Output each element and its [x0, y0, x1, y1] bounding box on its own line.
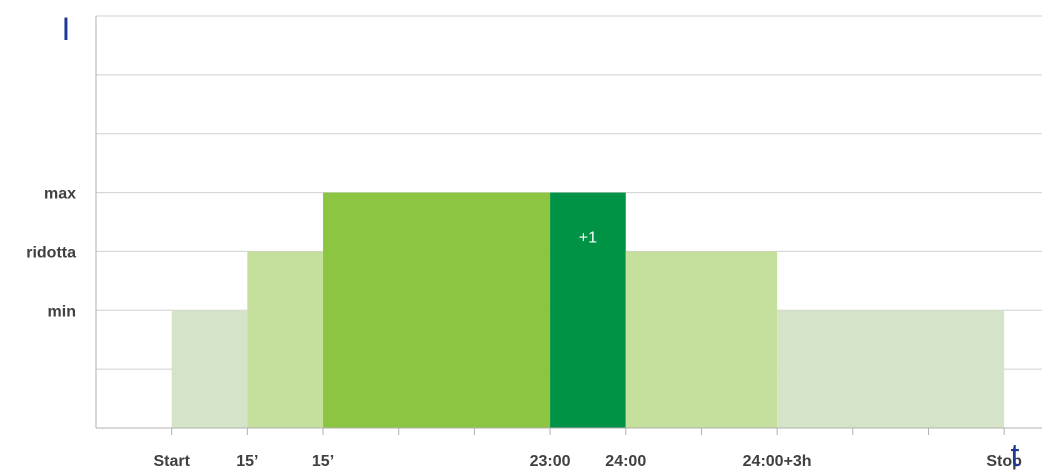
axes	[95, 16, 1042, 435]
bars	[171, 192, 1005, 428]
y-tick-label-min: min	[48, 303, 76, 320]
x-tick-label: 15’	[236, 453, 258, 470]
x-tick-label: 24:00+3h	[743, 453, 812, 470]
x-axis-symbol: t	[1011, 437, 1020, 473]
segment-annotation: +1	[579, 230, 597, 247]
bar-segment-5	[625, 251, 778, 428]
x-tick-label: 15’	[312, 453, 334, 470]
y-tick-label-max: max	[44, 186, 76, 203]
x-tick-label: 23:00	[530, 453, 571, 470]
bar-segment-6	[777, 310, 1005, 428]
bar-segment-4	[550, 192, 626, 428]
bar-segment-3	[323, 192, 551, 428]
x-tick-label: Start	[153, 453, 190, 470]
bar-segment-2	[247, 251, 324, 428]
x-tick-label: 24:00	[605, 453, 646, 470]
y-axis-symbol: I	[62, 11, 71, 47]
x-tick-label: Stop	[986, 453, 1022, 470]
y-tick-label-ridotta: ridotta	[26, 244, 76, 261]
bar-segment-1	[171, 310, 248, 428]
labels: +1 max ridotta min Start 15’ 15’ 23:00 24:00 24:0…	[26, 186, 1022, 470]
